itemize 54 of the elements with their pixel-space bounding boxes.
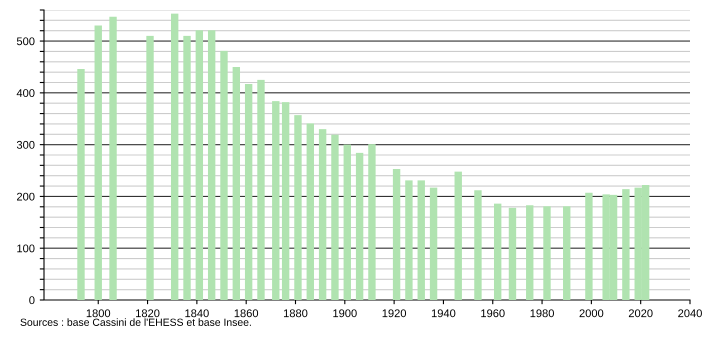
bar (526, 205, 534, 300)
y-tick-label: 0 (29, 296, 35, 304)
bar (272, 101, 280, 300)
bar (585, 192, 593, 300)
bar (109, 16, 117, 300)
bar (77, 69, 85, 300)
bar (508, 208, 516, 300)
y-tick-label: 400 (16, 89, 35, 97)
bar (232, 66, 240, 300)
x-tick-label: 2040 (678, 309, 702, 318)
bar (344, 144, 351, 300)
bar (474, 190, 482, 300)
bar (220, 50, 228, 300)
x-tick-label: 1820 (136, 309, 160, 318)
bar (94, 26, 102, 300)
bar (318, 129, 326, 300)
bar (356, 152, 364, 300)
x-tick-label: 1860 (234, 309, 258, 318)
bar (405, 180, 413, 300)
y-tick-label: 300 (16, 140, 35, 149)
y-tick-label: 500 (16, 37, 35, 46)
x-tick-label: 1880 (284, 309, 308, 318)
bar (282, 102, 290, 300)
x-tick-label: 1800 (86, 309, 110, 318)
bar (183, 36, 191, 300)
bar (170, 14, 178, 300)
bar (563, 206, 570, 300)
x-tick-label: 1900 (333, 309, 357, 318)
bar (257, 80, 265, 300)
x-tick-label: 1840 (185, 309, 209, 318)
x-tick-label: 1940 (432, 309, 456, 318)
bar (543, 206, 551, 300)
bar (306, 123, 314, 300)
bar (494, 204, 502, 300)
x-tick-label: 2000 (580, 309, 604, 318)
x-tick-label: 1980 (530, 309, 554, 318)
bar (454, 172, 462, 300)
bar (430, 188, 438, 300)
bar (208, 30, 216, 300)
bar (196, 30, 204, 300)
bar (146, 36, 154, 300)
y-tick-label: 200 (16, 192, 35, 201)
x-tick-label: 1960 (481, 309, 505, 318)
bar (294, 115, 302, 300)
bar (622, 189, 630, 300)
y-tick-label: 100 (17, 244, 35, 252)
x-tick-label: 2020 (628, 309, 653, 318)
bar (392, 168, 400, 300)
bar (331, 134, 339, 300)
x-tick-label: 1920 (382, 309, 406, 318)
source-note: Sources : base Cassini de l'EHESS et base Insee. (20, 318, 251, 326)
bar (418, 180, 425, 300)
bar (244, 84, 252, 300)
bar (368, 144, 376, 300)
